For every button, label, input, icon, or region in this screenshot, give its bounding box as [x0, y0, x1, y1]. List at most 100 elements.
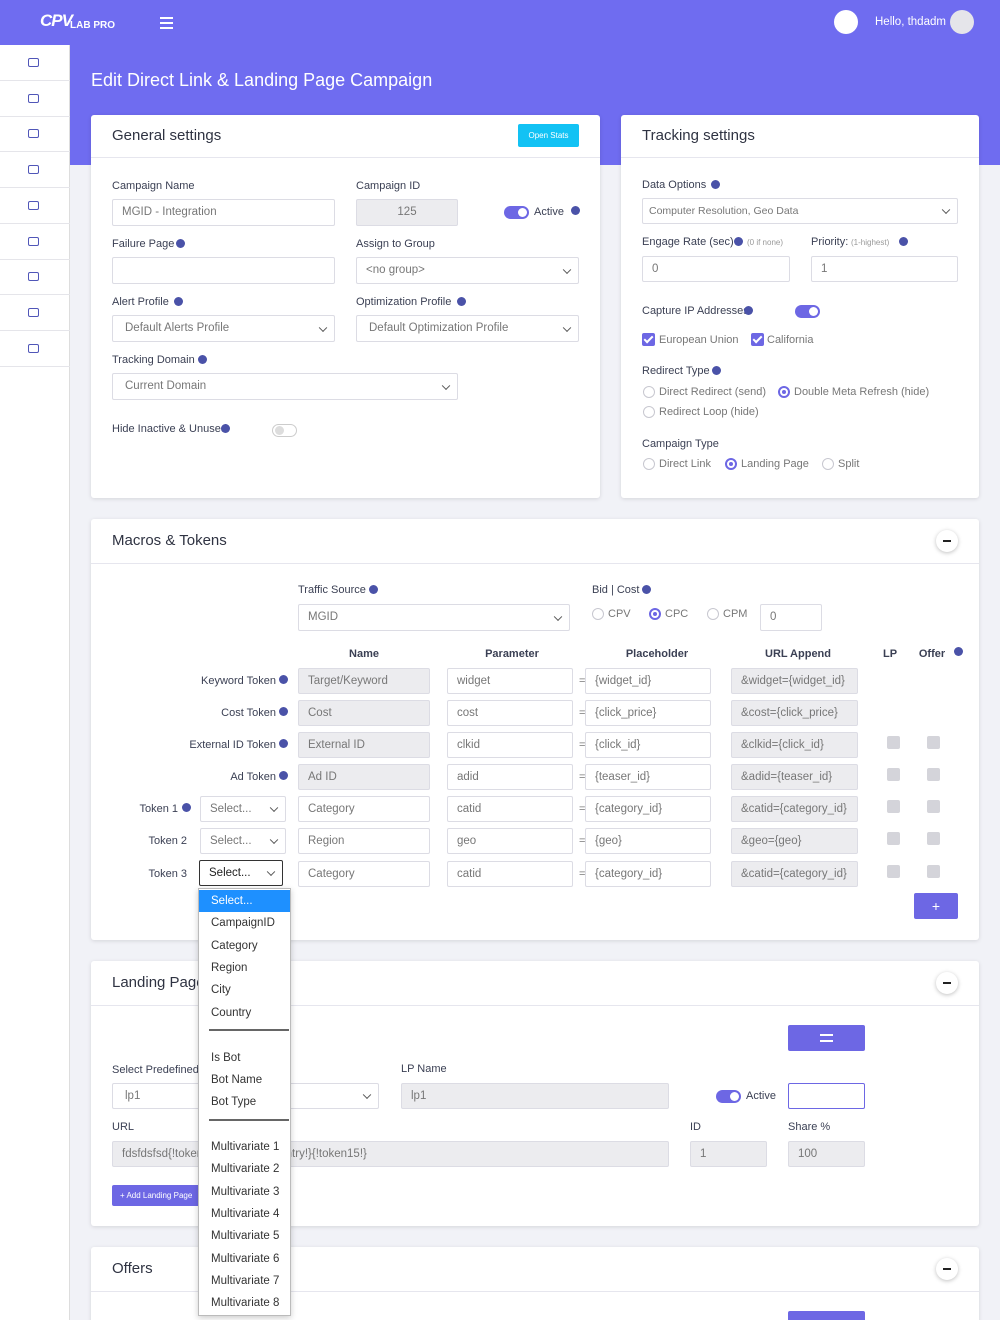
token-parameter-input[interactable]: cost — [447, 700, 573, 726]
token-placeholder-input[interactable]: {category_id} — [585, 861, 711, 887]
menu-icon-bar[interactable] — [160, 27, 173, 29]
offer-checkbox[interactable] — [927, 865, 940, 878]
sidebar-item[interactable] — [0, 224, 70, 260]
token-placeholder-input[interactable]: {teaser_id} — [585, 764, 711, 790]
token-name-input[interactable]: External ID — [298, 732, 430, 758]
dropdown-option[interactable]: CampaignID — [211, 917, 275, 930]
traffic-source-select[interactable]: MGID — [298, 604, 570, 631]
token-placeholder-input[interactable]: {click_id} — [585, 732, 711, 758]
offer-checkbox[interactable] — [927, 832, 940, 845]
token-placeholder-input[interactable]: {category_id} — [585, 796, 711, 822]
alert-profile-select[interactable]: Default Alerts Profile — [112, 315, 335, 342]
radio[interactable] — [778, 386, 790, 398]
sidebar-item[interactable] — [0, 259, 70, 296]
dropdown-option[interactable]: Country — [211, 1006, 252, 1019]
radio[interactable] — [822, 458, 834, 470]
dropdown-option[interactable]: Multivariate 3 — [211, 1185, 280, 1198]
sidebar-item[interactable] — [0, 45, 70, 81]
token-name-input[interactable]: Target/Keyword — [298, 668, 430, 694]
token-parameter-input[interactable]: geo — [447, 828, 573, 854]
token-append-input[interactable]: &geo={geo} — [731, 828, 858, 854]
dropdown-option[interactable]: Bot Name — [211, 1073, 263, 1086]
offer-checkbox[interactable] — [927, 800, 940, 813]
dropdown-option[interactable]: Multivariate 5 — [211, 1230, 280, 1243]
dropdown-option[interactable]: Multivariate 4 — [211, 1208, 280, 1220]
token-append-input[interactable]: &catid={category_id} — [731, 861, 858, 887]
radio[interactable] — [725, 458, 737, 470]
token-placeholder-input[interactable]: {geo} — [585, 828, 711, 854]
priority-input[interactable]: 1 — [811, 256, 958, 282]
hide-inactive-toggle[interactable] — [272, 424, 297, 437]
share-input[interactable]: 100 — [788, 1141, 865, 1167]
dropdown-option[interactable]: Select... — [199, 890, 290, 912]
menu-icon-bar[interactable] — [160, 17, 173, 19]
reorder-button[interactable] — [788, 1025, 865, 1051]
data-options-select[interactable]: Computer Resolution, Geo Data — [642, 198, 958, 224]
dropdown-option[interactable]: City — [211, 984, 231, 997]
token-parameter-input[interactable]: widget — [447, 668, 573, 694]
failure-page-input[interactable] — [112, 257, 335, 284]
token-select[interactable]: Select... — [200, 828, 286, 854]
checkbox[interactable] — [642, 333, 655, 346]
token-name-input[interactable]: Category — [298, 861, 430, 887]
lp-checkbox[interactable] — [887, 736, 900, 749]
radio[interactable] — [643, 458, 655, 470]
token-name-input[interactable]: Cost — [298, 700, 430, 726]
dropdown-option[interactable]: Multivariate 1 — [211, 1140, 280, 1153]
lp-active-toggle[interactable] — [716, 1090, 741, 1103]
lp-name-input[interactable]: lp1 — [401, 1083, 669, 1109]
collapse-button[interactable] — [936, 530, 958, 552]
token-parameter-input[interactable]: clkid — [447, 732, 573, 758]
sidebar-item[interactable] — [0, 331, 70, 367]
dropdown-option[interactable]: Is Bot — [211, 1051, 241, 1064]
radio[interactable] — [649, 608, 661, 620]
token-name-input[interactable]: Region — [298, 828, 430, 854]
sidebar-item[interactable] — [0, 188, 70, 224]
offer-checkbox[interactable] — [927, 736, 940, 749]
expand-button[interactable] — [834, 10, 858, 34]
campaign-id-input[interactable]: 125 — [356, 199, 458, 226]
collapse-button[interactable] — [936, 972, 958, 994]
radio[interactable] — [592, 608, 604, 620]
checkbox[interactable] — [751, 333, 764, 346]
sidebar-item[interactable] — [0, 116, 70, 153]
radio[interactable] — [707, 608, 719, 620]
dropdown-option[interactable]: Region — [211, 962, 248, 975]
bid-input[interactable]: 0 — [760, 604, 822, 631]
token-append-input[interactable]: &widget={widget_id} — [731, 668, 858, 694]
dropdown-option[interactable]: Multivariate 6 — [211, 1252, 280, 1265]
capture-ip-toggle[interactable] — [795, 305, 820, 318]
menu-icon-bar[interactable] — [160, 22, 173, 24]
add-landing-page-button[interactable]: + Add Landing Page — [112, 1185, 207, 1206]
token-select[interactable]: Select... — [199, 860, 283, 886]
group-select[interactable]: <no group> — [356, 257, 579, 284]
sidebar-item[interactable] — [0, 152, 70, 189]
token-select[interactable]: Select... — [200, 796, 286, 822]
open-stats-button[interactable]: Open Stats — [518, 124, 579, 147]
token-parameter-input[interactable]: adid — [447, 764, 573, 790]
token-placeholder-input[interactable]: {click_price} — [585, 700, 711, 726]
radio[interactable] — [643, 386, 655, 398]
token-name-input[interactable]: Category — [298, 796, 430, 822]
code-button[interactable] — [788, 1083, 865, 1109]
avatar[interactable] — [950, 10, 974, 34]
dropdown-option[interactable]: Multivariate 8 — [211, 1297, 280, 1310]
lp-checkbox[interactable] — [887, 768, 900, 781]
sidebar-item[interactable] — [0, 295, 70, 331]
id-input[interactable]: 1 — [690, 1141, 767, 1167]
dropdown-option[interactable]: Category — [211, 939, 258, 952]
tracking-domain-select[interactable]: Current Domain — [112, 373, 458, 400]
url-input[interactable]: fdsfdsfsd{!token1!}{!custom_country!}{!t… — [112, 1141, 669, 1167]
token-parameter-input[interactable]: catid — [447, 796, 573, 822]
lp-checkbox[interactable] — [887, 832, 900, 845]
token-append-input[interactable]: &catid={category_id} — [731, 796, 858, 822]
token-append-input[interactable]: &adid={teaser_id} — [731, 764, 858, 790]
dropdown-option[interactable]: Bot Type — [211, 1096, 257, 1109]
token-name-input[interactable]: Ad ID — [298, 764, 430, 790]
token-append-input[interactable]: &clkid={click_id} — [731, 732, 858, 758]
token-placeholder-input[interactable]: {widget_id} — [585, 668, 711, 694]
radio[interactable] — [643, 406, 655, 418]
offer-checkbox[interactable] — [927, 768, 940, 781]
dropdown-option[interactable]: Multivariate 7 — [211, 1275, 280, 1288]
token-append-input[interactable]: &cost={click_price} — [731, 700, 858, 726]
